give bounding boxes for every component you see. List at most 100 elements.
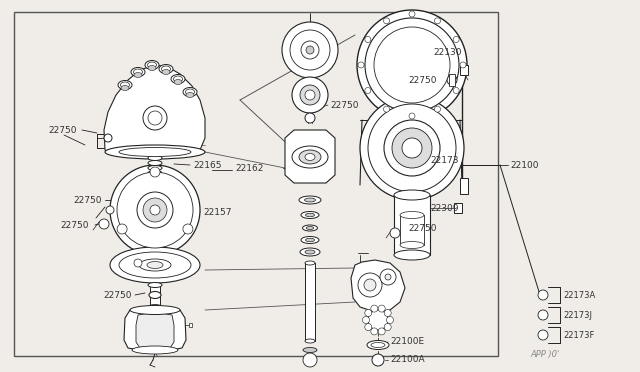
Circle shape [368,310,388,330]
Ellipse shape [299,196,321,204]
Ellipse shape [299,150,321,164]
Circle shape [305,90,315,100]
Text: APP )0': APP )0' [530,350,559,359]
Ellipse shape [400,241,424,248]
Text: 22100E: 22100E [390,337,424,346]
Ellipse shape [305,213,314,217]
Circle shape [143,198,167,222]
Circle shape [365,324,372,331]
Circle shape [360,96,464,200]
Text: 22100A: 22100A [390,356,424,365]
Bar [454,203,462,213]
Ellipse shape [305,250,315,254]
Circle shape [371,305,378,312]
Ellipse shape [105,145,205,159]
Ellipse shape [394,190,430,200]
Ellipse shape [161,66,170,72]
Circle shape [117,224,127,234]
Circle shape [538,330,548,340]
Circle shape [402,138,422,158]
Text: 22309: 22309 [430,203,458,212]
Ellipse shape [162,70,170,74]
Ellipse shape [148,282,162,288]
Circle shape [301,41,319,59]
Polygon shape [351,260,405,312]
Ellipse shape [305,198,316,202]
Ellipse shape [174,80,182,84]
Bar [305,263,315,341]
Text: 22750: 22750 [408,76,436,84]
Ellipse shape [300,248,320,256]
Ellipse shape [119,148,191,157]
Ellipse shape [303,347,317,353]
Circle shape [392,128,432,168]
Circle shape [365,87,371,93]
Ellipse shape [183,87,197,96]
Circle shape [137,192,173,228]
Polygon shape [124,307,186,353]
Text: 22750: 22750 [48,125,77,135]
Polygon shape [285,130,335,183]
Circle shape [384,120,440,176]
Circle shape [362,317,369,324]
Circle shape [453,87,459,93]
Ellipse shape [305,261,315,265]
Ellipse shape [110,247,200,283]
Circle shape [378,305,385,312]
Ellipse shape [303,225,317,231]
Circle shape [104,134,112,142]
Circle shape [384,310,391,317]
Text: 22750: 22750 [60,221,88,230]
Circle shape [300,85,320,105]
Ellipse shape [131,67,145,77]
Bar [394,195,430,255]
Circle shape [99,219,109,229]
Ellipse shape [148,65,156,71]
Ellipse shape [148,305,162,310]
Circle shape [148,111,162,125]
Text: 22173: 22173 [430,155,458,164]
Circle shape [282,22,338,78]
Ellipse shape [186,93,194,97]
Circle shape [383,18,390,24]
Text: 22162: 22162 [235,164,264,173]
Text: 22100: 22100 [510,160,538,170]
Circle shape [143,106,167,130]
Ellipse shape [148,160,162,166]
Circle shape [384,324,391,331]
Text: 22173F: 22173F [563,330,595,340]
Circle shape [447,75,457,85]
Circle shape [538,290,548,300]
Circle shape [150,205,160,215]
Circle shape [358,62,364,68]
Circle shape [365,18,459,112]
Circle shape [365,310,372,317]
Ellipse shape [171,74,185,83]
Bar [400,215,424,245]
Ellipse shape [301,212,319,218]
Ellipse shape [121,86,129,90]
Ellipse shape [301,237,319,244]
Ellipse shape [132,346,178,354]
Ellipse shape [145,61,159,70]
Ellipse shape [149,292,161,298]
Ellipse shape [305,339,315,343]
Circle shape [117,172,193,248]
Polygon shape [104,65,205,155]
Circle shape [385,274,391,280]
Circle shape [358,273,382,297]
Circle shape [374,27,450,103]
Circle shape [303,353,317,367]
Ellipse shape [119,252,191,278]
Bar [460,65,468,75]
Circle shape [409,113,415,119]
Circle shape [383,106,390,112]
Ellipse shape [134,73,142,77]
Bar [150,285,160,307]
Text: 22750: 22750 [103,291,131,299]
Ellipse shape [130,305,180,314]
Ellipse shape [305,238,314,242]
Text: 22173A: 22173A [563,291,595,299]
Circle shape [134,259,142,267]
Circle shape [106,206,114,214]
